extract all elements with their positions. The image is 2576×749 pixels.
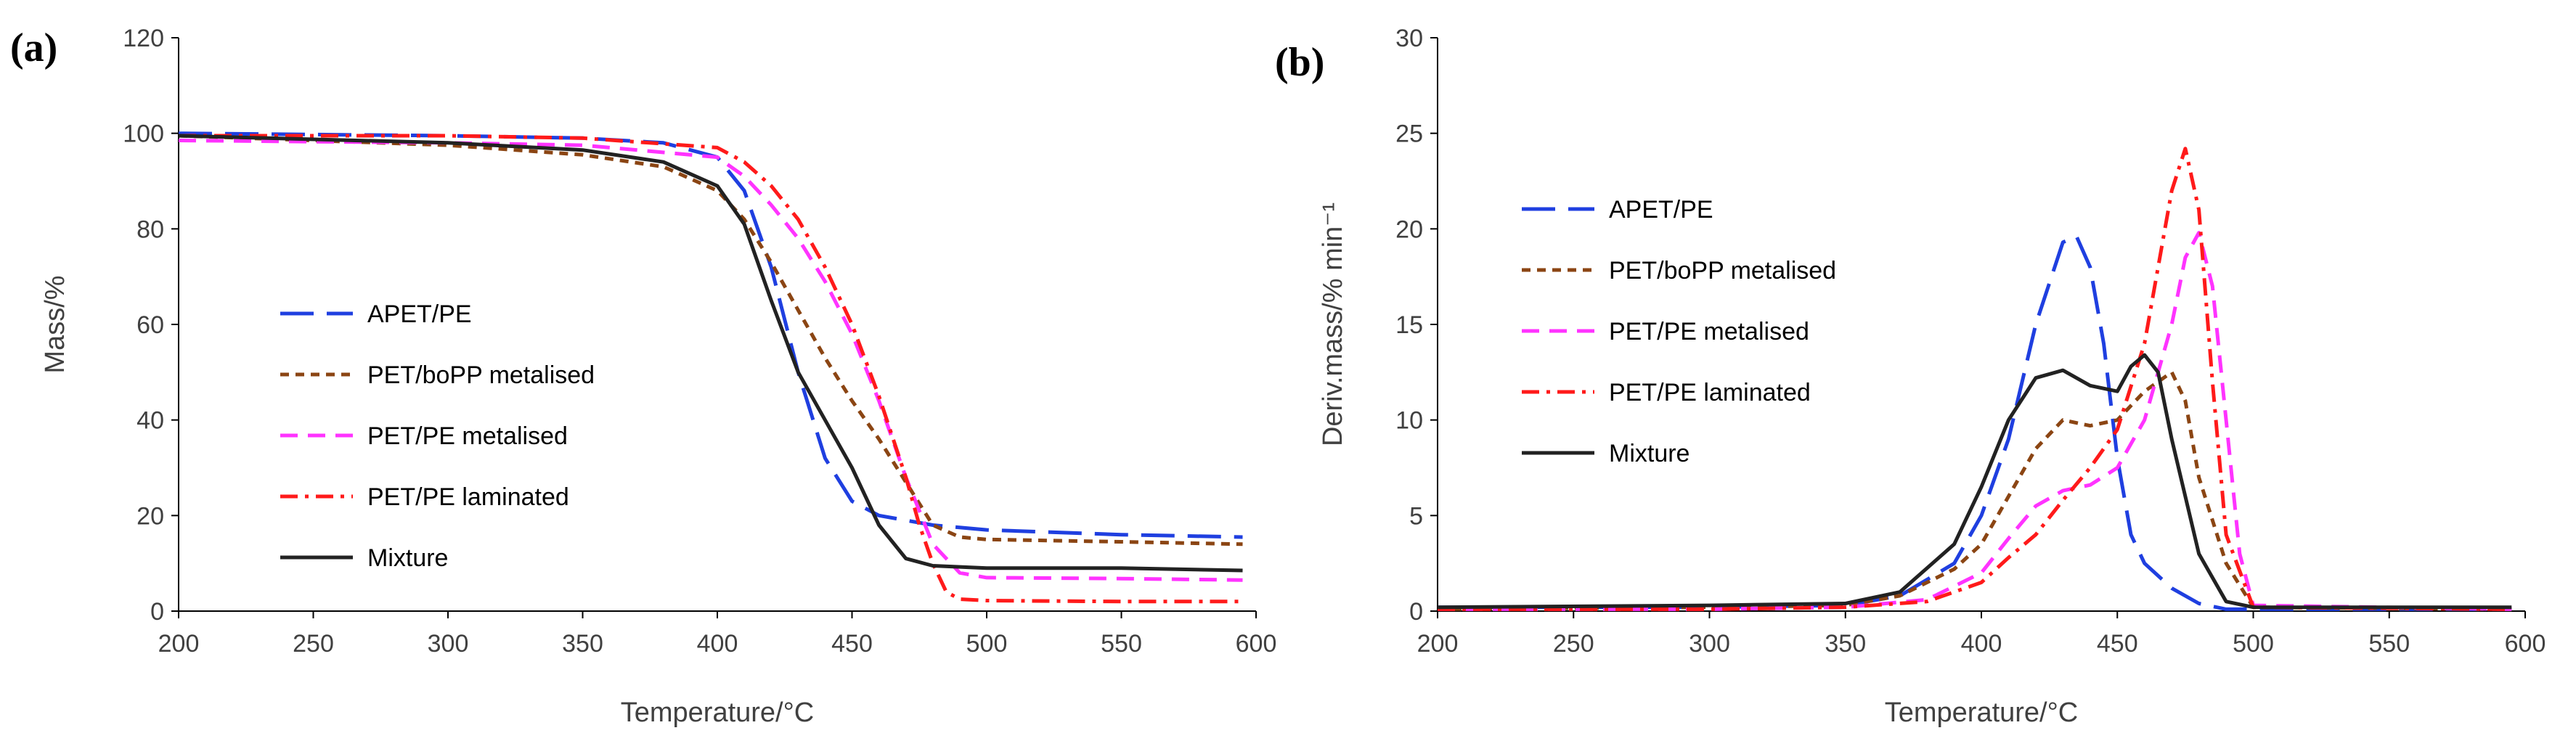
x-tick-label: 300 (428, 630, 469, 658)
y-tick-label: 5 (1409, 502, 1423, 530)
y-axis-title: Deriv.mass/% min⁻¹ (1318, 202, 1348, 446)
y-tick-label: 60 (136, 311, 164, 339)
series-line-apet-pe (1438, 234, 2512, 611)
x-tick-label: 200 (158, 630, 200, 658)
x-tick-label: 450 (2097, 630, 2138, 658)
x-axis-title: Temperature/°C (1885, 697, 2079, 728)
legend-label: PET/PE laminated (367, 483, 569, 511)
legend-label: PET/PE laminated (1609, 379, 1811, 406)
x-tick-label: 500 (2233, 630, 2274, 658)
legend-label: PET/boPP metalised (1609, 257, 1836, 285)
x-tick-label: 500 (966, 630, 1008, 658)
x-tick-label: 250 (293, 630, 334, 658)
x-tick-label: 550 (1101, 630, 1142, 658)
x-tick-label: 300 (1689, 630, 1730, 658)
y-tick-label: 20 (136, 502, 164, 530)
y-tick-label: 25 (1395, 120, 1423, 148)
series-line-apet-pe (178, 131, 1243, 539)
panel-label-b: (b) (1275, 40, 1325, 85)
x-tick-label: 350 (562, 630, 603, 658)
chart-a-mass-vs-temperature: 0 20 40 60 80 100 120 200 250 300 350 400 450 500 550 6… (40, 25, 1276, 728)
series-line-mixture (178, 134, 1243, 573)
legend-label: APET/PE (1609, 196, 1713, 224)
y-axis-title: Mass/% (40, 275, 70, 373)
legend-label: PET/boPP metalised (367, 361, 595, 389)
legend-label: Mixture (367, 544, 448, 572)
series-line-pet-bopp-metalised (1437, 370, 2512, 611)
legend-label: Mixture (1609, 440, 1690, 467)
x-axis-title: Temperature/°C (621, 697, 815, 728)
x-tick-label: 600 (1236, 630, 1277, 658)
x-tick-label: 600 (2505, 630, 2546, 658)
y-tick-label: 15 (1395, 311, 1423, 339)
series-line-pet-pe-metalised (1438, 231, 2512, 611)
chart-b-derivative-mass-vs-temperature: 0 5 10 15 20 25 30 200 250 300 350 400 450 500 550 600 T… (1318, 25, 2546, 728)
legend-label: PET/PE metalised (1609, 318, 1809, 345)
y-tick-label: 120 (123, 25, 164, 52)
x-tick-label: 200 (1417, 630, 1459, 658)
x-tick-label: 400 (697, 630, 738, 658)
x-tick-label: 400 (1961, 630, 2002, 658)
series-line-pet-pe-laminated (1438, 147, 2512, 611)
series-line-pet-bopp-metalised (178, 134, 1243, 547)
y-tick-label: 40 (136, 407, 164, 435)
y-tick-label: 20 (1395, 216, 1423, 243)
y-tick-label: 80 (136, 216, 164, 243)
y-tick-label: 100 (123, 120, 164, 148)
x-tick-label: 450 (831, 630, 873, 658)
y-tick-label: 0 (150, 598, 164, 626)
x-tick-label: 250 (1553, 630, 1594, 658)
series-line-mixture (1437, 353, 2512, 610)
x-tick-label: 350 (1825, 630, 1866, 658)
panel-label-a: (a) (10, 25, 58, 70)
y-tick-label: 10 (1395, 407, 1423, 435)
series-line-pet-pe-laminated (179, 134, 1243, 604)
series-line-pet-pe-metalised (178, 139, 1243, 582)
legend-label: PET/PE metalised (367, 422, 568, 450)
y-tick-label: 0 (1409, 598, 1423, 626)
legend-label: APET/PE (367, 300, 472, 328)
x-tick-label: 550 (2368, 630, 2410, 658)
y-tick-label: 30 (1395, 25, 1423, 52)
